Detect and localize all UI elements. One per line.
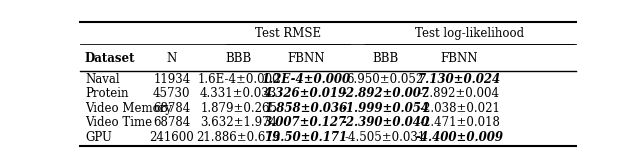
Text: 21.886±0.673: 21.886±0.673	[196, 131, 281, 144]
Text: -2.892±0.007: -2.892±0.007	[341, 87, 429, 100]
Text: 1.6E-4±0.000: 1.6E-4±0.000	[197, 73, 280, 86]
Text: 3.632±1.974: 3.632±1.974	[200, 116, 277, 129]
Text: Protein: Protein	[85, 87, 129, 100]
Text: Dataset: Dataset	[85, 52, 136, 65]
Text: 45730: 45730	[153, 87, 191, 100]
Text: 4.326±0.019: 4.326±0.019	[264, 87, 348, 100]
Text: -2.471±0.018: -2.471±0.018	[419, 116, 500, 129]
Text: 1.879±0.265: 1.879±0.265	[200, 102, 277, 115]
Text: -4.505±0.031: -4.505±0.031	[344, 131, 426, 144]
Text: 19.50±0.171: 19.50±0.171	[264, 131, 348, 144]
Text: FBNN: FBNN	[287, 52, 324, 65]
Text: Video Time: Video Time	[85, 116, 152, 129]
Text: 1.2E-4±0.000: 1.2E-4±0.000	[261, 73, 350, 86]
Text: 1.858±0.036: 1.858±0.036	[264, 102, 348, 115]
Text: Test RMSE: Test RMSE	[255, 27, 321, 40]
Text: 11934: 11934	[153, 73, 190, 86]
Text: -2.892±0.004: -2.892±0.004	[419, 87, 500, 100]
Text: -1.999±0.054: -1.999±0.054	[341, 102, 429, 115]
Text: -2.390±0.040: -2.390±0.040	[341, 116, 429, 129]
Text: 6.950±0.052: 6.950±0.052	[346, 73, 424, 86]
Text: N: N	[166, 52, 177, 65]
Text: 241600: 241600	[149, 131, 194, 144]
Text: BBB: BBB	[225, 52, 252, 65]
Text: Video Memory: Video Memory	[85, 102, 172, 115]
Text: FBNN: FBNN	[441, 52, 478, 65]
Text: -2.038±0.021: -2.038±0.021	[419, 102, 500, 115]
Text: 68784: 68784	[153, 116, 190, 129]
Text: 3.007±0.127: 3.007±0.127	[264, 116, 348, 129]
Text: Test log-likelihood: Test log-likelihood	[415, 27, 524, 40]
Text: BBB: BBB	[372, 52, 398, 65]
Text: 7.130±0.024: 7.130±0.024	[418, 73, 501, 86]
Text: Naval: Naval	[85, 73, 120, 86]
Text: 68784: 68784	[153, 102, 190, 115]
Text: GPU: GPU	[85, 131, 112, 144]
Text: -4.400±0.009: -4.400±0.009	[415, 131, 504, 144]
Text: 4.331±0.033: 4.331±0.033	[200, 87, 277, 100]
